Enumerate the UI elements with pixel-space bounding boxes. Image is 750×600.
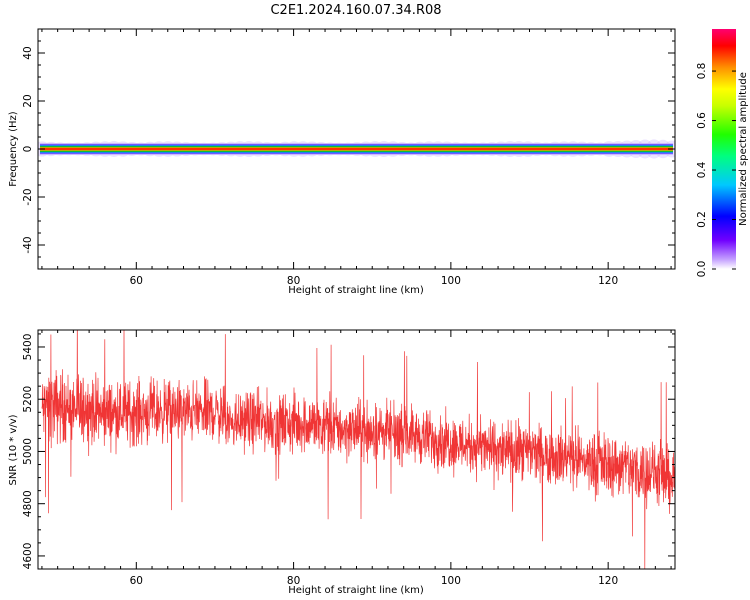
y-axis-label: Frequency (Hz) xyxy=(8,111,19,187)
colorbar-tick-label: 0.2 xyxy=(696,211,708,228)
y-tick-label: 0 xyxy=(22,146,34,153)
x-tick-label: 100 xyxy=(441,575,461,587)
x-tick-label: 120 xyxy=(598,275,618,287)
y-tick-label: -40 xyxy=(22,236,34,253)
snr-trace xyxy=(41,330,675,569)
y-tick-label: 5400 xyxy=(22,334,34,361)
x-tick-label: 80 xyxy=(287,275,300,287)
figure-title: C2E1.2024.160.07.34.R08 xyxy=(270,3,441,18)
colorbar-tick-label: 0.8 xyxy=(696,63,708,80)
snr-series-line xyxy=(41,330,675,569)
y-tick-label: 20 xyxy=(22,94,34,107)
spectrogram-panel: 60 80 100 120 40 20 0 -20 -40 Height of straight… xyxy=(8,28,676,296)
y-tick-label: 4800 xyxy=(22,490,34,517)
x-tick-label: 80 xyxy=(287,575,300,587)
spectral-band xyxy=(38,139,675,159)
x-tick-label: 60 xyxy=(130,275,143,287)
x-axis-label: Height of straight line (km) xyxy=(288,585,424,596)
y-tick-label: 5200 xyxy=(22,386,34,413)
y-tick-label: 40 xyxy=(22,46,34,59)
y-tick-label: 5000 xyxy=(22,438,34,465)
colorbar-tick-label: 0.0 xyxy=(696,261,708,278)
colorbar-tick-label: 0.4 xyxy=(696,161,708,178)
x-tick-label: 100 xyxy=(441,275,461,287)
colorbar-ticks: 0.0 0.2 0.4 0.6 0.8 xyxy=(696,63,736,278)
colorbar-label: Normalized spectral amplitude xyxy=(738,72,749,226)
colorbar: 0.0 0.2 0.4 0.6 0.8 Normalized spectral ampl… xyxy=(696,29,749,277)
x-tick-label: 120 xyxy=(598,575,618,587)
axis-ticks: 60 80 100 120 40 20 0 -20 -40 xyxy=(22,28,675,287)
y-tick-label: -20 xyxy=(22,188,34,205)
snr-panel: 60 80 100 120 5400 5200 5000 4800 4600 Height of… xyxy=(8,329,676,596)
band-layer xyxy=(40,148,673,150)
x-tick-label: 60 xyxy=(130,575,143,587)
y-axis-label: SNR (10 * v/v) xyxy=(8,414,19,485)
colorbar-gradient xyxy=(712,29,736,269)
x-axis-label: Height of straight line (km) xyxy=(288,285,424,296)
y-tick-label: 4600 xyxy=(22,543,34,570)
colorbar-tick-label: 0.6 xyxy=(696,112,708,129)
axis-ticks: 60 80 100 120 5400 5200 5000 4800 4600 xyxy=(22,330,675,587)
